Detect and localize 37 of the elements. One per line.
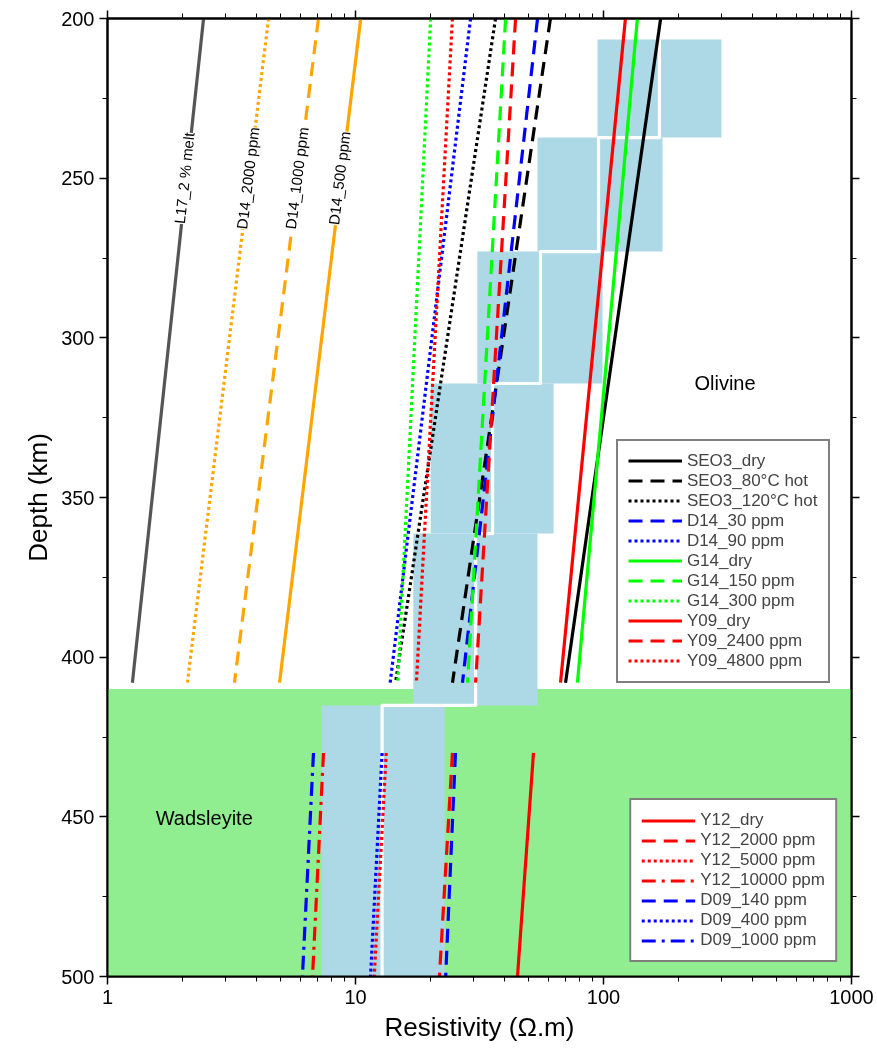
y-tick-label: 300 xyxy=(61,326,95,349)
legend-label: G14_dry xyxy=(686,550,753,571)
y-tick-label: 250 xyxy=(61,167,95,190)
legend-label: SEO3_120°C hot xyxy=(686,490,818,511)
annotation: D14_500 ppm xyxy=(325,130,354,226)
annotation: D14_2000 ppm xyxy=(233,126,263,231)
annotation: D14_1000 ppm xyxy=(281,126,312,231)
legend-label: D09_400 ppm xyxy=(700,910,808,930)
x-tick-label: 1 xyxy=(101,985,114,1008)
annotation: L17_2 % melt xyxy=(170,130,198,225)
legend-label: Y09_dry xyxy=(686,610,751,631)
legend-label: Y12_2000 ppm xyxy=(700,830,816,850)
legend-label: D14_30 ppm xyxy=(686,510,785,531)
y-tick-label: 400 xyxy=(61,646,95,669)
legend-label: Y12_5000 ppm xyxy=(700,850,816,870)
legend-label: Y12_10000 ppm xyxy=(700,870,825,890)
y-tick-label: 350 xyxy=(61,486,95,509)
legend-label: D09_140 ppm xyxy=(700,890,808,910)
legend-label: Y09_2400 ppm xyxy=(686,630,803,651)
legend-label: D09_1000 ppm xyxy=(700,930,817,950)
band-label: Wadsleyite xyxy=(155,807,253,830)
annotation: Olivine xyxy=(694,372,756,395)
legend-label: G14_300 ppm xyxy=(686,590,795,611)
y-tick-label: 500 xyxy=(61,965,95,988)
y-axis-title: Depth (km) xyxy=(23,433,54,562)
x-tick-label: 10 xyxy=(344,985,367,1008)
x-tick-label: 1000 xyxy=(829,985,874,1008)
legend-label: Y09_4800 ppm xyxy=(686,650,803,671)
legend-label: G14_150 ppm xyxy=(686,570,795,591)
y-tick-label: 450 xyxy=(61,805,95,828)
legend-label: SEO3_dry xyxy=(686,450,766,471)
y-tick-label: 200 xyxy=(61,7,95,30)
legend-label: Y12_dry xyxy=(700,810,764,830)
legend-label: SEO3_80°C hot xyxy=(686,470,809,491)
x-tick-label: 100 xyxy=(586,985,621,1008)
x-axis-title: Resistivity (Ω.m) xyxy=(384,1011,575,1042)
legend-label: D14_90 ppm xyxy=(686,530,785,551)
